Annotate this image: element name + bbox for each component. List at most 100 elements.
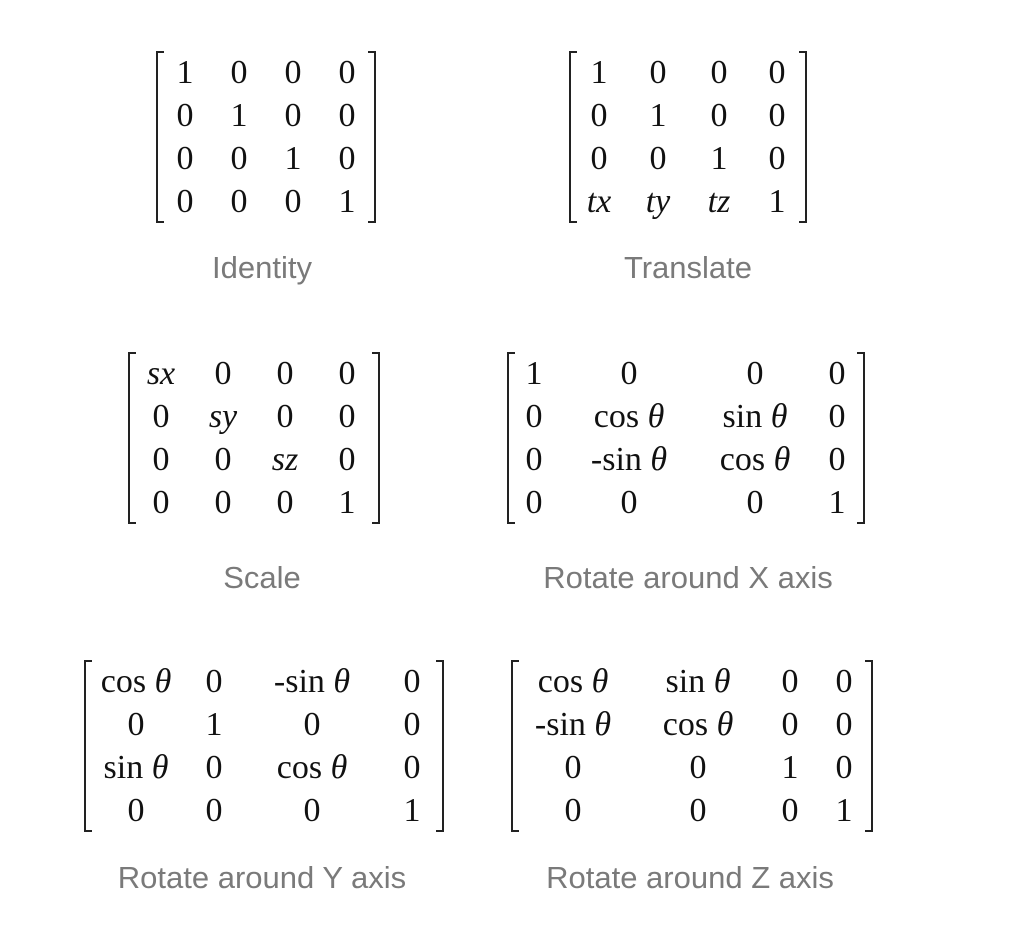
matrix-cell: 0 — [564, 792, 582, 829]
theta-symbol: θ — [151, 749, 169, 786]
matrix-cell: 0 — [689, 792, 707, 829]
matrix-translate: 1 0 0 0 0 1 0 0 0 0 1 0 tx ty tz 1 — [569, 51, 807, 228]
matrix-cell: 0 — [338, 97, 356, 134]
matrix-cell: ty — [645, 183, 671, 220]
matrix-cell: 0 — [590, 97, 608, 134]
caption-rotate-x: Rotate around X axis — [543, 560, 833, 595]
caption-translate: Translate — [623, 250, 753, 285]
matrix-cell: 0 — [649, 54, 667, 91]
matrix-cell: 0 — [152, 398, 170, 435]
matrix-cell: 0 — [768, 97, 786, 134]
theta-symbol: θ — [713, 663, 731, 700]
matrix-cell: 0 — [152, 484, 170, 521]
matrix-cell: 0 — [620, 484, 638, 521]
matrix-cell: 0 — [338, 140, 356, 177]
matrix-cell: cos θ — [662, 706, 734, 743]
matrix-cell: sin θ — [722, 398, 788, 435]
matrix-cell: 0 — [835, 663, 853, 700]
matrix-cell: 1 — [781, 749, 799, 786]
theta-symbol: θ — [154, 663, 172, 700]
matrix-cell: 0 — [205, 749, 223, 786]
matrix-scale: sx 0 0 0 0 sy 0 0 0 0 sz 0 0 0 0 1 — [128, 352, 380, 529]
matrix-cell: 0 — [828, 355, 846, 392]
matrix-cell: 0 — [649, 140, 667, 177]
matrix-cell: 0 — [835, 749, 853, 786]
matrix-table: 1 0 0 0 0 1 0 0 0 0 1 0 tx ty tz 1 — [569, 51, 807, 223]
matrix-cell: cos θ — [593, 398, 665, 435]
matrix-row: 0 0 sz 0 — [129, 438, 379, 481]
matrix-cell: 0 — [338, 355, 356, 392]
matrix-cell: 0 — [152, 441, 170, 478]
theta-symbol: θ — [330, 749, 348, 786]
matrix-cell: 1 — [403, 792, 421, 829]
matrix-cell: sx — [146, 355, 176, 392]
matrix-cell: 1 — [590, 54, 608, 91]
matrix-cell: 0 — [230, 54, 248, 91]
matrix-cell: sin θ — [665, 663, 731, 700]
matrix-cell: 0 — [276, 484, 294, 521]
matrix-cell: sz — [271, 441, 299, 478]
matrix-row: 0 1 0 0 — [570, 94, 806, 137]
matrix-cell: 0 — [768, 54, 786, 91]
theta-symbol: θ — [594, 706, 612, 743]
matrix-cell: 0 — [746, 355, 764, 392]
matrix-cell: 0 — [214, 355, 232, 392]
matrix-cell: 1 — [284, 140, 302, 177]
matrix-cell: 0 — [781, 792, 799, 829]
matrix-cell: 0 — [403, 663, 421, 700]
matrix-cell: 0 — [284, 97, 302, 134]
theta-symbol: θ — [647, 398, 665, 435]
caption-rotate-z: Rotate around Z axis — [546, 860, 834, 895]
matrix-cell: 1 — [768, 183, 786, 220]
matrix-cell: 0 — [710, 97, 728, 134]
matrix-cell: 0 — [176, 183, 194, 220]
matrix-cell: 0 — [338, 398, 356, 435]
matrix-cell: 0 — [127, 792, 145, 829]
theta-symbol: θ — [770, 398, 788, 435]
matrix-cell: 0 — [276, 355, 294, 392]
matrix-cell: 0 — [781, 706, 799, 743]
matrix-table: sx 0 0 0 0 sy 0 0 0 0 sz 0 0 0 0 1 — [128, 352, 380, 524]
matrix-cell: 0 — [205, 663, 223, 700]
matrix-cell: cos θ — [100, 663, 172, 700]
matrix-row: 0 cos θ sin θ 0 — [508, 395, 864, 438]
matrix-cell: 0 — [590, 140, 608, 177]
matrix-cell: 0 — [338, 441, 356, 478]
matrix-cell: tx — [586, 183, 612, 220]
theta-symbol: θ — [716, 706, 734, 743]
matrix-row: 0 sy 0 0 — [129, 395, 379, 438]
matrix-row: cos θ 0 -sin θ 0 — [85, 660, 443, 703]
theta-symbol: θ — [591, 663, 609, 700]
matrix-cell: 0 — [230, 140, 248, 177]
matrix-cell: cos θ — [276, 749, 348, 786]
matrix-cell: cos θ — [719, 441, 791, 478]
matrix-row: sin θ 0 cos θ 0 — [85, 746, 443, 789]
matrix-table: cos θ 0 -sin θ 0 0 1 0 0 sin θ 0 cos θ 0 0 0 0 1 — [84, 660, 444, 832]
matrix-row: 0 -sin θ cos θ 0 — [508, 438, 864, 481]
matrix-cell: 0 — [230, 183, 248, 220]
matrix-cell: cos θ — [537, 663, 609, 700]
theta-symbol: θ — [333, 663, 351, 700]
matrix-rotate-y: cos θ 0 -sin θ 0 0 1 0 0 sin θ 0 cos θ 0 0 0 0 1 — [84, 660, 444, 837]
matrix-cell: 0 — [781, 663, 799, 700]
matrix-cell: 1 — [230, 97, 248, 134]
matrix-cell: 0 — [303, 792, 321, 829]
theta-symbol: θ — [650, 441, 668, 478]
matrix-cell: 1 — [828, 484, 846, 521]
matrix-cell: 0 — [176, 140, 194, 177]
matrix-rotate-x: 1 0 0 0 0 cos θ sin θ 0 0 -sin θ cos θ 0 0 0 0 1 — [507, 352, 865, 529]
matrix-cell: 0 — [303, 706, 321, 743]
matrix-cell: 1 — [649, 97, 667, 134]
matrix-cell: 0 — [284, 54, 302, 91]
